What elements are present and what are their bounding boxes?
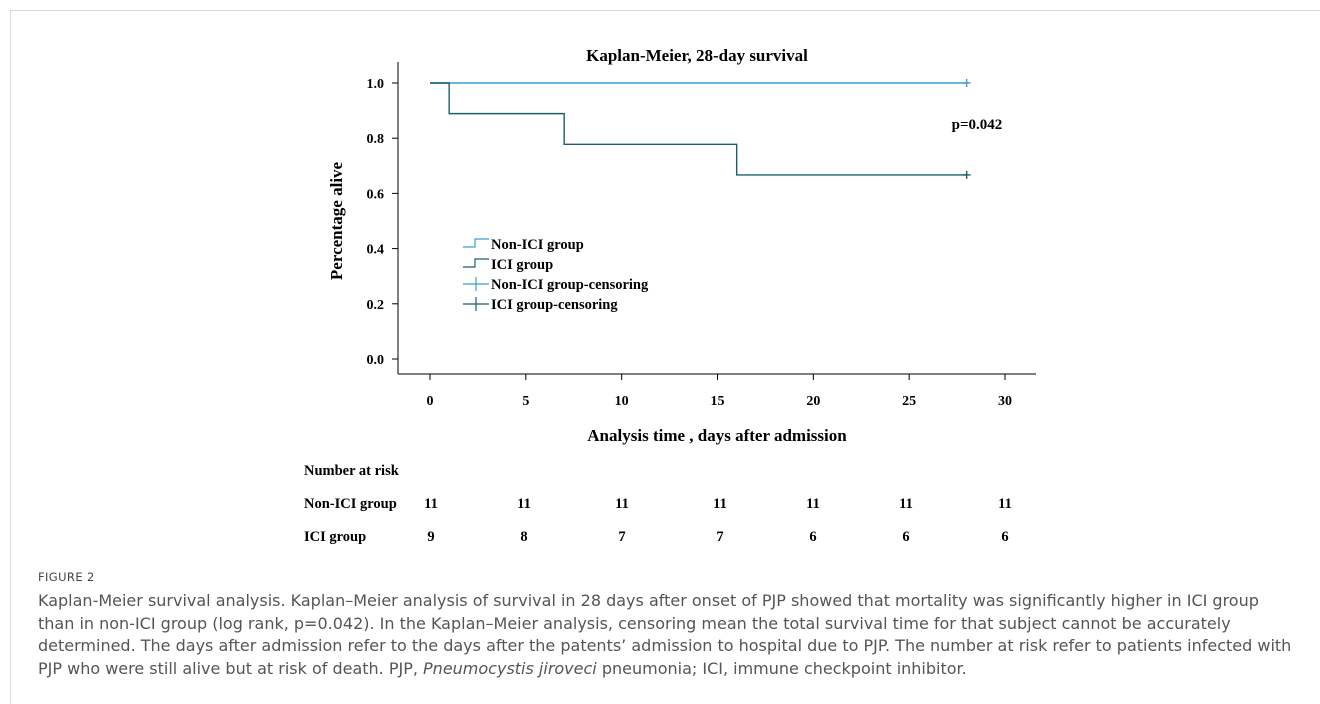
- risk-cell: 7: [716, 529, 723, 545]
- y-axis-label: Percentage alive: [327, 161, 346, 280]
- risk-row-label: ICI group: [304, 529, 366, 545]
- figure-caption: FIGURE 2 Kaplan-Meier survival analysis.…: [38, 570, 1300, 680]
- x-tick-label: 25: [902, 394, 916, 409]
- legend-label: ICI group-censoring: [491, 297, 618, 313]
- figure-label: FIGURE 2: [38, 570, 95, 584]
- legend-label: ICI group: [491, 257, 553, 273]
- y-tick-label: 0.2: [367, 298, 385, 313]
- y-tick-label: 0.6: [367, 187, 385, 202]
- risk-row-label: Non-ICI group: [304, 496, 397, 512]
- risk-cell: 6: [902, 529, 909, 545]
- caption-italic-species: Pneumocystis jiroveci: [423, 658, 597, 678]
- series-line-ici-group: [430, 82, 967, 176]
- risk-cell: 11: [806, 496, 820, 512]
- risk-cell: 11: [424, 496, 438, 512]
- legend-label: Non-ICI group-censoring: [491, 277, 649, 293]
- y-tick-label: 1.0: [367, 77, 385, 92]
- legend-item: ICI group-censoring: [463, 297, 618, 313]
- risk-cell: 11: [899, 496, 913, 512]
- legend-item: ICI group: [463, 257, 553, 273]
- risk-cell: 8: [520, 529, 527, 545]
- y-tick-label: 0.8: [367, 132, 385, 147]
- risk-cell: 11: [713, 496, 727, 512]
- legend-item: Non-ICI group-censoring: [463, 277, 649, 293]
- legend-item: Non-ICI group: [463, 237, 584, 253]
- x-tick-label: 10: [615, 394, 629, 409]
- caption-text-part-1: Kaplan-Meier survival analysis. Kaplan–M…: [38, 591, 1292, 678]
- figure-frame: [10, 10, 1320, 704]
- risk-table-title: Number at risk: [304, 463, 400, 479]
- legend-swatch-step: [463, 258, 489, 268]
- risk-cell: 9: [427, 529, 434, 545]
- risk-cell: 6: [1001, 529, 1008, 545]
- y-tick-label: 0.0: [367, 353, 385, 368]
- km-chart: Kaplan-Meier, 28-day survival Percentage…: [304, 46, 1036, 545]
- x-tick-label: 15: [711, 394, 725, 409]
- legend-swatch-step: [463, 238, 489, 248]
- risk-cell: 7: [618, 529, 625, 545]
- caption-text-part-2: pneumonia; ICI, immune checkpoint inhibi…: [596, 658, 967, 678]
- p-value-annotation: p=0.042: [952, 117, 1003, 133]
- y-tick-label: 0.4: [367, 243, 385, 258]
- legend-label: Non-ICI group: [491, 237, 584, 253]
- x-tick-label: 0: [427, 394, 434, 409]
- risk-cell: 6: [809, 529, 816, 545]
- x-axis-label: Analysis time , days after admission: [587, 426, 847, 445]
- censor-mark-non-ici-group-censoring: [962, 79, 971, 87]
- x-tick-label: 5: [522, 394, 529, 409]
- chart-title: Kaplan-Meier, 28-day survival: [586, 46, 808, 65]
- risk-cell: 11: [615, 496, 629, 512]
- figure-caption-text: Kaplan-Meier survival analysis. Kaplan–M…: [38, 590, 1300, 680]
- risk-cell: 11: [998, 496, 1012, 512]
- censor-mark-ici-group-censoring: [962, 170, 971, 179]
- risk-cell: 11: [517, 496, 531, 512]
- x-tick-label: 30: [998, 394, 1012, 409]
- x-tick-label: 20: [806, 394, 820, 409]
